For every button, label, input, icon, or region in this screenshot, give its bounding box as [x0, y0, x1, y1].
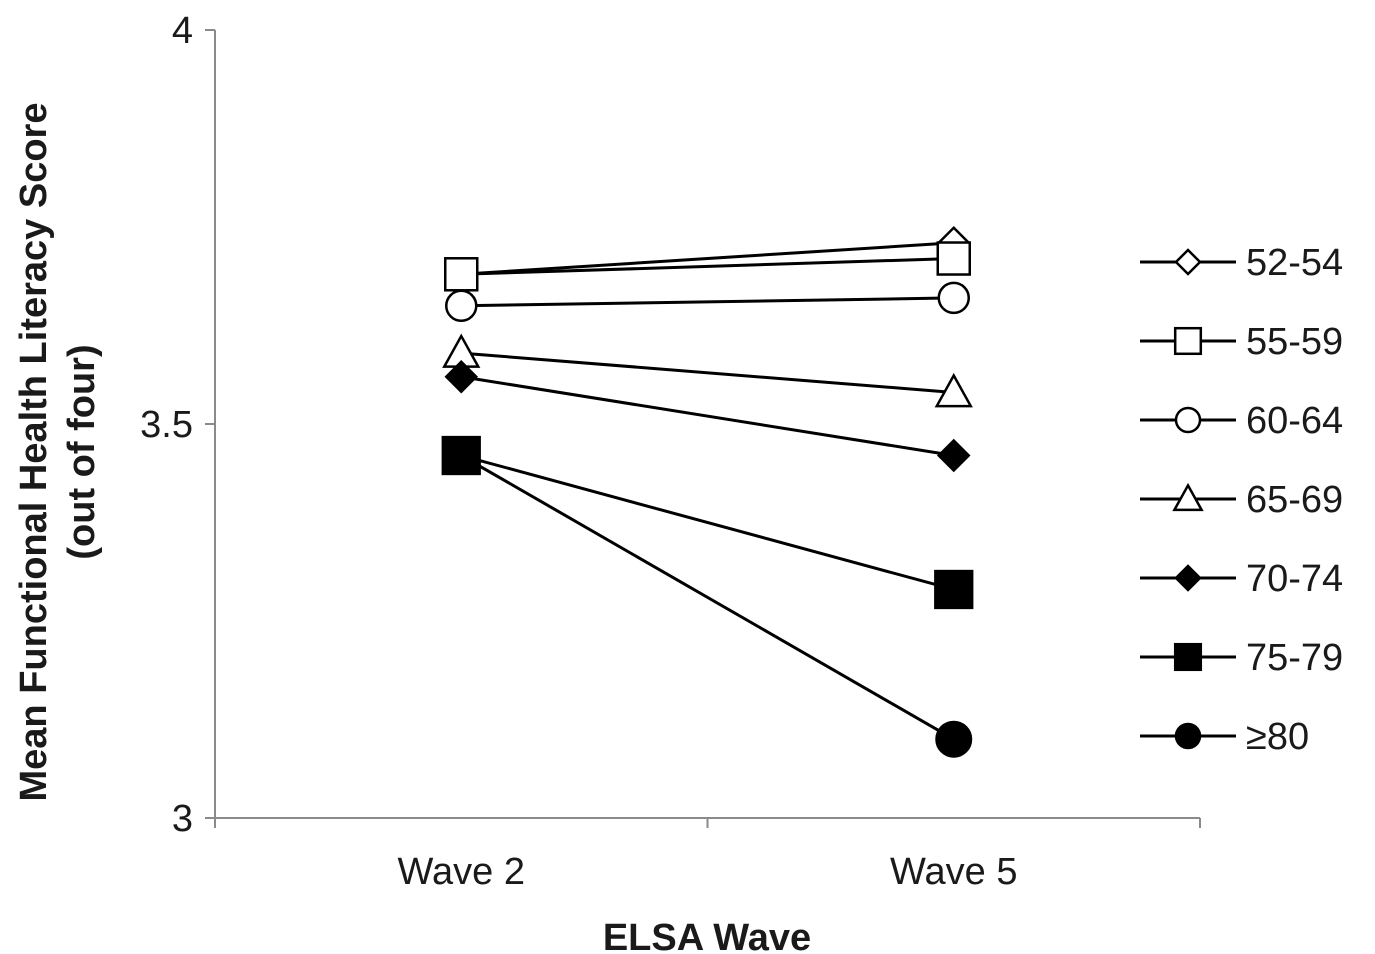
legend-item: ≥80	[1140, 716, 1309, 758]
series-4	[442, 333, 973, 408]
data-point	[444, 257, 479, 292]
series-2	[444, 241, 971, 292]
series-line	[460, 454, 955, 591]
legend-item: 65-69	[1140, 479, 1343, 521]
data-point	[934, 569, 974, 610]
legend-label: 75-79	[1246, 637, 1343, 679]
axes	[214, 30, 1200, 819]
data-point	[936, 241, 971, 276]
y-tick-label: 3.5	[140, 404, 193, 446]
legend-item: 52-54	[1140, 242, 1343, 284]
x-tick-label: Wave 5	[890, 851, 1017, 893]
x-axis-title: ELSA Wave	[603, 917, 811, 954]
series-5	[444, 359, 971, 473]
legend-label: 60-64	[1246, 400, 1343, 442]
legend-item: 60-64	[1140, 400, 1343, 442]
legend-marker	[1172, 482, 1204, 512]
legend-label: ≥80	[1246, 716, 1309, 758]
y-tick-label: 3	[172, 798, 193, 840]
legend-label: 55-59	[1246, 321, 1343, 363]
series-3	[445, 281, 970, 323]
legend-item: 70-74	[1140, 558, 1343, 600]
series-7	[460, 454, 973, 758]
series-1	[444, 225, 971, 292]
legend-label: 70-74	[1246, 558, 1343, 600]
series-6	[441, 435, 974, 610]
series-line	[461, 257, 954, 276]
data-point	[937, 281, 970, 315]
data-point	[936, 438, 971, 473]
y-tick-label: 4	[172, 10, 193, 52]
legend-marker	[1174, 564, 1202, 592]
data-point	[444, 359, 479, 394]
series	[441, 225, 974, 758]
legend: 52-54 55-59 60-64 65-69 70-74 75-79 ≥80	[1140, 242, 1343, 758]
y-axis-title: Mean Functional Health Literacy Score (o…	[13, 103, 103, 802]
legend-marker	[1173, 326, 1203, 356]
data-point	[934, 372, 973, 408]
legend-marker	[1174, 248, 1202, 276]
series-line	[460, 454, 955, 741]
data-point	[935, 720, 973, 758]
series-line	[461, 351, 954, 394]
y-axis-title-line2: (out of four)	[61, 344, 103, 559]
data-point	[445, 289, 478, 323]
series-line	[461, 296, 954, 308]
y-axis-title-line1: Mean Functional Health Literacy Score	[13, 103, 55, 802]
legend-item: 75-79	[1140, 637, 1343, 679]
x-axis-ticks: Wave 2 Wave 5	[214, 818, 1201, 893]
legend-marker	[1174, 722, 1202, 750]
legend-marker	[1174, 406, 1202, 434]
x-tick-label: Wave 2	[398, 851, 525, 893]
series-line	[461, 375, 954, 458]
series-line	[461, 241, 954, 276]
legend-marker	[1173, 642, 1203, 672]
legend-item: 55-59	[1140, 321, 1343, 363]
y-axis-ticks: 33.54	[140, 10, 215, 840]
legend-label: 65-69	[1246, 479, 1343, 521]
legend-label: 52-54	[1246, 242, 1343, 284]
